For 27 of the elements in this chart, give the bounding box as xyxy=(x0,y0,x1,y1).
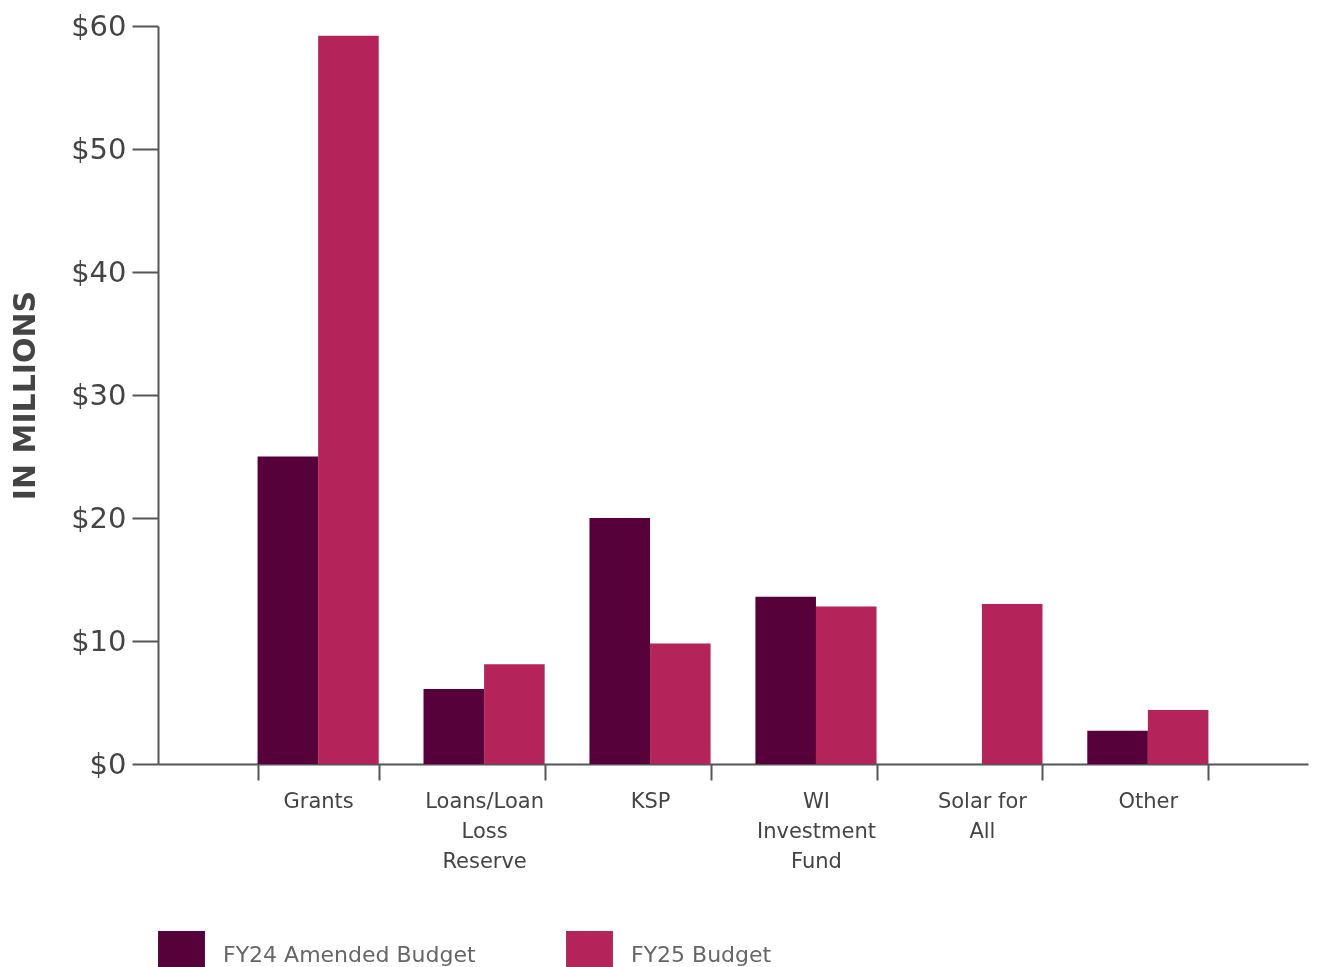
x-tick-label: Other xyxy=(1118,788,1179,813)
y-tick-label: $0 xyxy=(89,746,127,781)
bar xyxy=(981,604,1043,764)
y-tick-label: $50 xyxy=(71,131,127,166)
x-tick-label: Loans/Loan Loss Reserve xyxy=(425,788,544,873)
y-tick-label: $30 xyxy=(71,377,127,412)
x-tick-label: WI Investment Fund xyxy=(757,788,876,873)
y-tick-label: $60 xyxy=(71,8,127,43)
bar xyxy=(318,35,379,764)
y-tick-label: $20 xyxy=(71,500,127,535)
bar xyxy=(650,643,711,764)
legend-label: FY24 Amended Budget xyxy=(223,941,476,967)
y-axis-title: IN MILLIONS xyxy=(7,290,43,501)
x-tick-label: Solar for All xyxy=(937,788,1028,843)
bar xyxy=(589,518,651,764)
y-tick-label: $10 xyxy=(71,623,127,658)
y-tick-label: $40 xyxy=(71,254,127,289)
bar xyxy=(1147,709,1209,764)
bar xyxy=(484,664,545,764)
bar xyxy=(755,596,816,764)
x-tick-label: KSP xyxy=(630,788,671,813)
bar xyxy=(257,456,319,764)
bar xyxy=(815,606,877,764)
x-tick-label: Grants xyxy=(283,788,354,813)
legend-label: FY25 Budget xyxy=(631,941,772,967)
bar xyxy=(423,688,485,764)
bar xyxy=(1087,730,1148,764)
